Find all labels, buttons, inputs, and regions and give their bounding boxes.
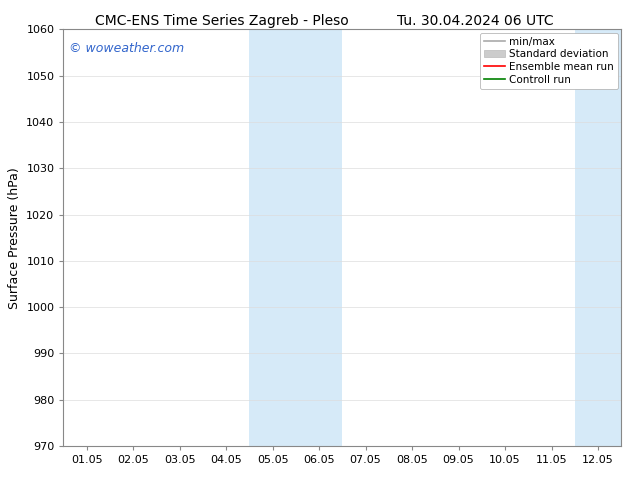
Bar — [575, 29, 634, 446]
Y-axis label: Surface Pressure (hPa): Surface Pressure (hPa) — [8, 167, 21, 309]
Bar — [249, 29, 342, 446]
Text: CMC-ENS Time Series Zagreb - Pleso: CMC-ENS Time Series Zagreb - Pleso — [95, 14, 349, 28]
Text: Tu. 30.04.2024 06 UTC: Tu. 30.04.2024 06 UTC — [397, 14, 554, 28]
Text: © woweather.com: © woweather.com — [69, 42, 184, 55]
Legend: min/max, Standard deviation, Ensemble mean run, Controll run: min/max, Standard deviation, Ensemble me… — [480, 32, 618, 89]
